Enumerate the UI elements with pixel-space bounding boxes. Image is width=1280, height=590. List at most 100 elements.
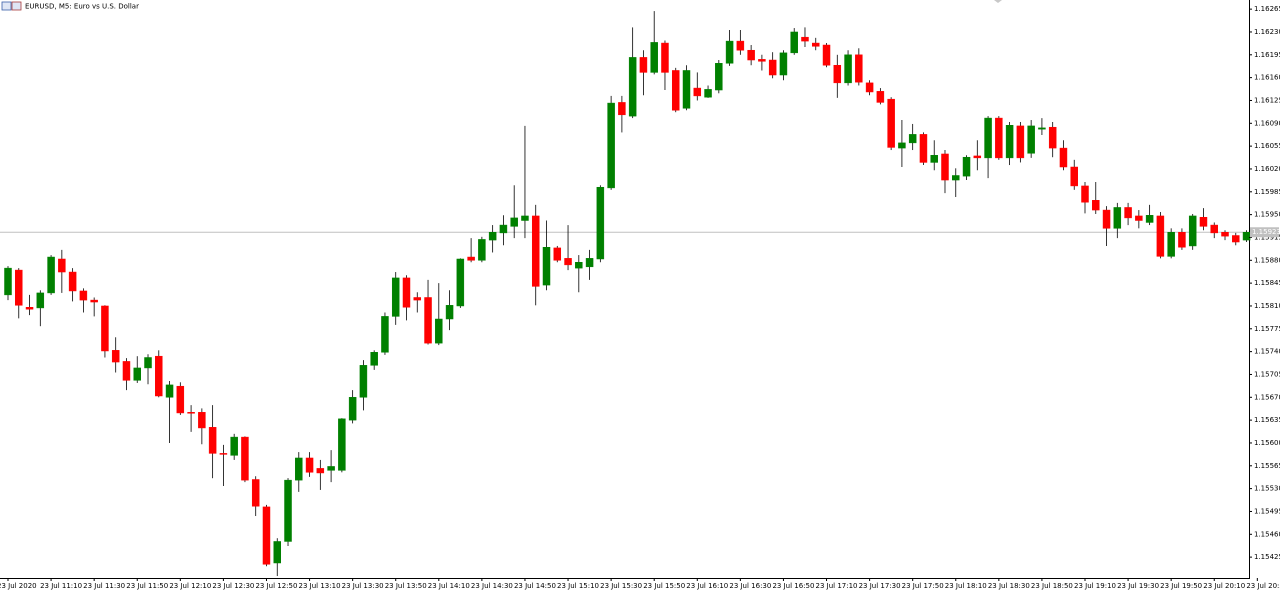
candle-body <box>553 247 562 261</box>
candle-body <box>327 466 335 471</box>
candle-body <box>359 365 368 398</box>
candle-body <box>768 59 777 76</box>
candle-body <box>1059 147 1068 168</box>
candle-body <box>747 49 755 61</box>
candle-body <box>812 42 820 47</box>
candle-body <box>844 54 852 84</box>
candle-body <box>531 215 540 287</box>
x-tick-label: 23 Jul 15:30 <box>600 582 642 590</box>
candle-body <box>391 277 400 317</box>
x-tick-label: 23 Jul 11:10 <box>40 582 82 590</box>
candle-body <box>704 89 712 98</box>
y-tick-label: 1.15635 <box>1254 416 1280 424</box>
candle-body <box>68 271 77 292</box>
candle-body <box>1124 207 1132 219</box>
candle-body <box>230 436 238 456</box>
y-tick-label: 1.16020 <box>1254 165 1280 173</box>
candle-body <box>1232 235 1240 243</box>
y-tick-label: 1.16055 <box>1254 142 1280 150</box>
x-tick-label: 23 Jul 16:50 <box>772 582 814 590</box>
candle-body <box>564 258 572 266</box>
candle-body <box>628 57 637 117</box>
y-tick-label: 1.15600 <box>1254 439 1280 447</box>
candle-body <box>758 59 766 62</box>
candle-body <box>639 57 648 73</box>
candle-body <box>499 224 508 234</box>
x-tick-label: 23 Jul 12:30 <box>212 582 254 590</box>
x-tick-label: 23 Jul 13:10 <box>299 582 341 590</box>
y-tick-label: 1.15810 <box>1254 302 1280 310</box>
y-tick-label: 1.15460 <box>1254 530 1280 538</box>
candle-body <box>941 153 949 181</box>
x-tick-label: 23 Jul 15:50 <box>643 582 685 590</box>
x-tick-label: 23 Jul 13:30 <box>342 582 384 590</box>
symbol-icon[interactable] <box>1 1 22 11</box>
x-tick-label: 23 Jul 12:10 <box>169 582 211 590</box>
y-tick-label: 1.16230 <box>1254 28 1280 36</box>
y-tick-label: 1.15530 <box>1254 485 1280 493</box>
chart-title: EURUSD, M5: Euro vs U.S. Dollar <box>25 3 139 11</box>
x-tick-label: 23 Jul 19:30 <box>1117 582 1159 590</box>
candle-body <box>316 468 325 474</box>
candle-body <box>1016 125 1025 159</box>
x-tick-label: 23 Jul 11:50 <box>126 582 168 590</box>
candle-body <box>111 350 120 363</box>
candle-body <box>122 361 131 381</box>
candle-body <box>661 42 669 73</box>
candle-body <box>58 258 66 273</box>
x-tick-label: 23 Jul 2020 <box>0 582 37 590</box>
y-tick-label: 1.15495 <box>1254 507 1280 515</box>
candle-body <box>1092 200 1100 211</box>
x-tick-label: 23 Jul 16:30 <box>729 582 771 590</box>
candle-body <box>273 541 281 564</box>
candle-body <box>165 384 174 398</box>
candle-body <box>930 155 938 163</box>
y-tick-label: 1.15565 <box>1254 462 1280 470</box>
candle-body <box>1156 215 1165 257</box>
x-tick-label: 23 Jul 20:30 <box>1246 582 1280 590</box>
x-tick-label: 23 Jul 19:10 <box>1074 582 1116 590</box>
candle-body <box>962 156 971 177</box>
y-tick-label: 1.15915 <box>1254 233 1280 241</box>
x-tick-label: 23 Jul 13:50 <box>385 582 427 590</box>
x-tick-label: 23 Jul 14:10 <box>428 582 470 590</box>
candle-body <box>1005 125 1014 159</box>
candle-body <box>338 418 346 471</box>
candle-body <box>25 307 34 310</box>
candle-body <box>176 385 185 414</box>
current-price-label: 1.15923 <box>1252 228 1280 236</box>
candle-body <box>984 117 992 159</box>
candle-body <box>521 215 529 221</box>
y-tick-label: 1.15740 <box>1254 348 1280 356</box>
y-tick-label: 1.15880 <box>1254 256 1280 264</box>
candle-body <box>876 91 885 103</box>
x-tick-label: 23 Jul 11:30 <box>83 582 125 590</box>
candle-body <box>919 134 928 163</box>
candle-body <box>1048 126 1057 149</box>
candle-body <box>348 397 357 421</box>
candle-body <box>295 457 303 481</box>
x-tick-label: 23 Jul 18:50 <box>1031 582 1073 590</box>
candle-body <box>1102 209 1111 229</box>
y-tick-label: 1.15950 <box>1254 211 1280 219</box>
candle-body <box>90 299 98 303</box>
candle-body <box>402 277 411 308</box>
plot-area <box>0 11 1251 577</box>
candle-body <box>370 352 378 366</box>
candle-body <box>445 305 454 320</box>
x-tick-label: 23 Jul 15:10 <box>557 582 599 590</box>
candle-body <box>262 506 271 565</box>
candle-body <box>887 98 895 148</box>
candle-body <box>1242 231 1251 241</box>
candle-body <box>198 412 206 429</box>
candle-body <box>607 102 615 189</box>
candle-body <box>4 267 12 296</box>
candle-body <box>952 175 960 181</box>
candle-body <box>144 357 152 369</box>
candle-body <box>133 367 141 381</box>
candle-body <box>381 316 389 353</box>
x-tick-label: 23 Jul 19:50 <box>1160 582 1202 590</box>
x-tick-label: 23 Jul 17:10 <box>816 582 858 590</box>
candle-body <box>575 262 583 269</box>
candle-body <box>478 239 486 261</box>
